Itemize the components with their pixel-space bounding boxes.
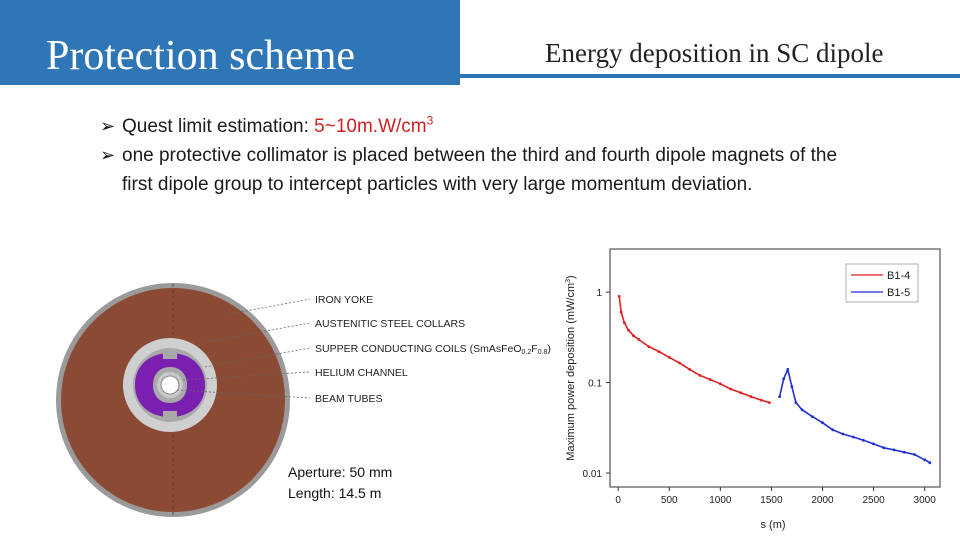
label-iron-yoke: IRON YOKE [315, 294, 373, 306]
label-coils-sub1: 0.2 [522, 349, 532, 356]
y-tick-label: 0.01 [583, 469, 603, 480]
data-point-b1-4 [698, 374, 702, 377]
label-coils-end: ) [547, 343, 551, 355]
data-point-b1-5 [794, 401, 798, 404]
y-axis-label-text: Maximum power deposition (mW/cm [565, 283, 577, 461]
y-axis-label-sup: 3 [565, 279, 572, 283]
leader-helium [182, 371, 311, 381]
data-point-b1-4 [718, 382, 722, 386]
data-point-b1-4 [678, 361, 681, 365]
data-point-b1-5 [862, 438, 865, 442]
leader-collars [204, 322, 311, 343]
data-point-b1-5 [902, 450, 906, 454]
bullet-text: Quest limit estimation: [122, 116, 315, 137]
dipole-cross-section: IRON YOKE AUSTENITIC STEEL COLLARS SUPPE… [56, 283, 551, 517]
length-text: Length: 14.5 m [288, 485, 382, 501]
data-point-b1-4 [667, 356, 671, 359]
diagram-labels: IRON YOKE AUSTENITIC STEEL COLLARS SUPPE… [176, 294, 551, 405]
label-beam: BEAM TUBES [315, 393, 383, 405]
data-point-b1-5 [892, 448, 896, 452]
data-point-b1-4 [749, 395, 753, 398]
y-tick-label: 0.1 [588, 379, 602, 390]
y-tick-label: 1 [596, 288, 602, 299]
y-axis-label: Maximum power deposition (mW/cm3) [565, 275, 577, 460]
x-tick-label: 1500 [760, 495, 783, 506]
data-point-b1-4 [768, 401, 771, 404]
data-point-b1-4 [637, 338, 640, 341]
aperture-text: Aperture: 50 mm [288, 464, 393, 480]
chart-legend: B1-4 B1-5 [845, 263, 919, 303]
data-point-b1-5 [790, 385, 794, 389]
bullet-item-quest-limit: ➢ Quest limit estimation: 5~10m.W/cm3 [100, 112, 860, 141]
bullet-item-collimator: ➢ one protective collimator is placed be… [100, 141, 860, 199]
data-point-b1-5 [872, 442, 875, 446]
coil-notch-top [163, 351, 177, 359]
leader-coils [204, 347, 311, 368]
bullet-arrow-icon: ➢ [100, 116, 116, 136]
beam-tube [160, 375, 180, 395]
data-point-b1-4 [627, 328, 630, 332]
legend-box [845, 263, 919, 303]
x-tick-label: 500 [661, 495, 678, 506]
page-subtitle: Energy deposition in SC dipole [545, 38, 884, 68]
title-underline [0, 74, 960, 78]
data-point-b1-5 [913, 453, 916, 456]
coil-notch-bottom [163, 411, 177, 419]
label-collars: AUSTENITIC STEEL COLLARS [315, 318, 465, 330]
data-point-b1-5 [821, 421, 824, 425]
data-point-b1-5 [782, 377, 786, 381]
data-point-b1-5 [928, 461, 932, 465]
data-point-b1-5 [882, 446, 886, 450]
chart-series [617, 294, 932, 465]
data-point-b1-4 [708, 378, 712, 381]
x-tick-label: 1000 [709, 495, 732, 506]
data-point-b1-4 [759, 398, 763, 402]
sc-coil-left [135, 353, 170, 417]
leader-iron-yoke [229, 298, 311, 315]
title-band-left [0, 0, 460, 85]
data-point-b1-5 [800, 408, 804, 412]
y-axis-label-end: ) [565, 275, 577, 279]
data-point-b1-4 [739, 391, 743, 395]
axis-ticks: 0 500 1000 1500 2000 2500 3000 1 0.1 0.01 [583, 288, 937, 506]
data-point-b1-4 [617, 294, 621, 298]
bullet-arrow-icon: ➢ [100, 145, 116, 165]
bullet-superscript: 3 [426, 113, 434, 128]
data-point-b1-4 [622, 321, 626, 324]
x-axis-label: s (m) [760, 519, 785, 531]
label-coils-text: SUPPER CONDUCTING COILS (SmAsFeO [315, 343, 522, 355]
bullet-text: one protective collimator is placed betw… [122, 145, 838, 195]
legend-label-b1-4: B1-4 [887, 270, 910, 282]
bullet-highlight: 5~10m.W/cm [314, 116, 427, 137]
sc-coil-right [170, 353, 205, 417]
label-helium: HELIUM CHANNEL [315, 367, 408, 379]
data-point-b1-4 [729, 387, 732, 391]
page-title: Protection scheme [46, 33, 356, 79]
title-band [0, 0, 960, 85]
title-band-right [460, 0, 960, 85]
label-coils: SUPPER CONDUCTING COILS (SmAsFeO0.2F0.8) [315, 343, 551, 356]
data-point-b1-5 [786, 368, 790, 371]
label-coils-mid: F [531, 343, 537, 355]
magnet-specs: Aperture: 50 mm Length: 14.5 m [288, 462, 392, 504]
data-point-b1-4 [657, 350, 661, 353]
data-point-b1-5 [923, 458, 927, 462]
data-point-b1-4 [688, 368, 692, 371]
x-tick-label: 0 [615, 495, 621, 506]
data-point-b1-4 [647, 345, 651, 348]
legend-label-b1-5: B1-5 [887, 287, 910, 299]
data-point-b1-5 [778, 395, 781, 398]
data-point-b1-5 [841, 432, 845, 436]
data-point-b1-5 [831, 428, 835, 432]
x-tick-label: 3000 [914, 495, 937, 506]
data-point-b1-5 [810, 415, 814, 418]
label-coils-sub2: 0.8 [538, 349, 548, 356]
data-point-b1-5 [851, 435, 855, 439]
x-tick-label: 2000 [811, 495, 834, 506]
data-point-b1-4 [632, 334, 635, 338]
data-point-b1-4 [619, 310, 623, 314]
bullet-list: ➢ Quest limit estimation: 5~10m.W/cm3 ➢ … [100, 112, 860, 199]
x-tick-label: 2500 [862, 495, 885, 506]
energy-deposition-chart: 0 500 1000 1500 2000 2500 3000 1 0.1 0.01 s (m) M… [565, 248, 941, 531]
